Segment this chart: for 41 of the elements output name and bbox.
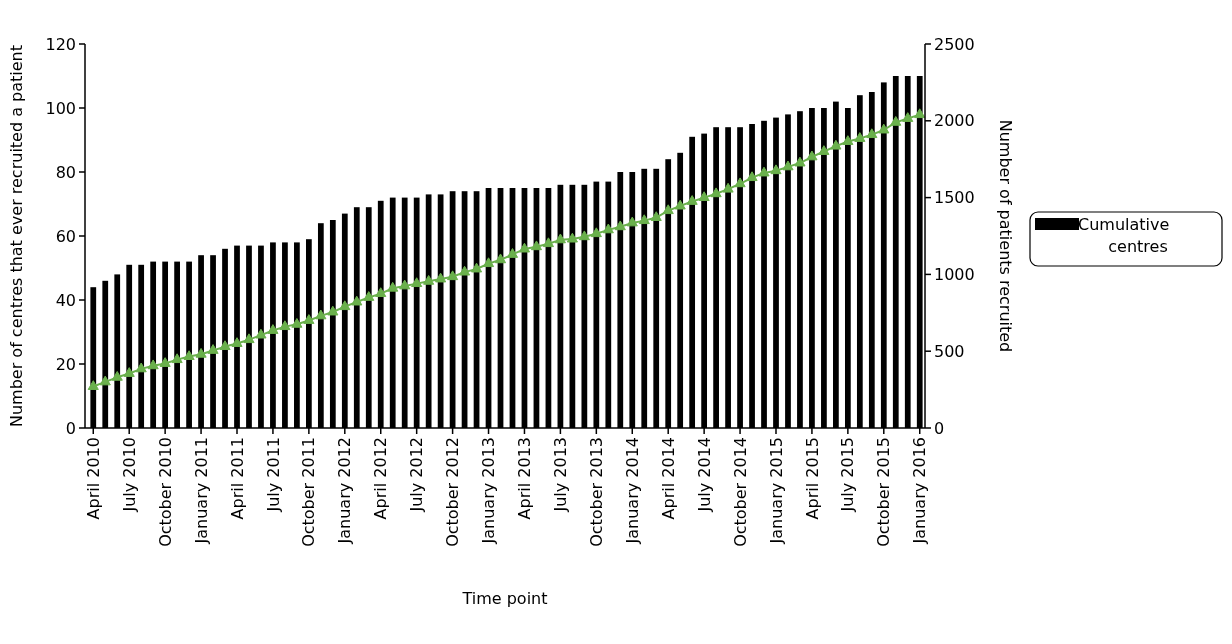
x-tick-label: July 2014 [694,437,714,513]
x-tick-label: October 2015 [874,437,894,547]
y-tick-label: 0 [65,418,76,438]
x-tick-label: January 2015 [766,437,786,545]
x-tick-label: July 2011 [263,437,283,513]
x-axis-title: Time point [461,589,548,608]
x-tick-label: October 2011 [299,437,319,547]
y-tick-label: 80 [55,162,76,182]
y-axis-title: Number of centres that ever recruited a patient [7,44,26,428]
y-tick-label: 40 [55,290,76,310]
y2-axis-title: Number of patients recruited [996,119,1015,353]
x-tick-label: July 2015 [838,437,858,513]
x-tick-label: July 2010 [119,437,139,513]
x-tick-label: January 2016 [910,437,930,545]
x-tick-label: January 2011 [191,437,211,545]
y-tick-label: 100 [45,98,76,118]
y-tick-label: 60 [55,226,76,246]
x-tick-label: April 2011 [227,437,247,520]
x-tick-label: April 2013 [515,437,535,520]
legend-label: Cumulative centres [1078,215,1170,256]
x-tick-label: April 2015 [802,437,822,520]
y2-tick-label: 1500 [934,188,975,208]
x-tick-label: July 2013 [551,437,570,513]
y2-tick-label: 2000 [934,111,975,131]
x-tick-label: October 2014 [730,437,750,547]
x-tick-label: April 2012 [371,437,391,520]
x-tick-label: October 2012 [443,437,463,547]
x-tick-label: January 2013 [479,437,499,545]
y2-tick-label: 2500 [934,34,975,54]
y2-tick-label: 1000 [934,265,975,284]
y2-tick-label: 500 [934,341,965,361]
x-tick-label: October 2013 [586,437,606,547]
y-tick-label: 20 [55,354,76,374]
y2-tick-label: 0 [934,418,945,438]
x-tick-label: January 2012 [335,437,355,545]
x-tick-label: October 2010 [155,437,175,547]
y-tick-label: 120 [45,34,76,54]
x-tick-label: July 2012 [407,437,427,513]
x-tick-label: April 2014 [658,437,678,520]
x-tick-label: April 2010 [83,437,103,520]
x-tick-label: January 2014 [622,437,642,545]
